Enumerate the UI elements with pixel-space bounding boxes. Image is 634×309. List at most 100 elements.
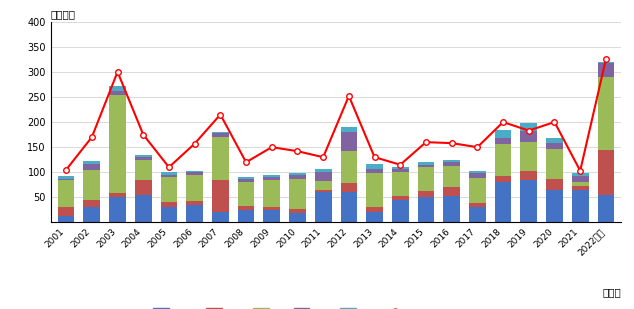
Bar — [597, 63, 614, 77]
Bar — [84, 170, 100, 200]
Bar — [186, 172, 203, 175]
Bar — [572, 173, 588, 176]
Bar — [392, 200, 409, 222]
Bar — [186, 171, 203, 172]
Bar — [469, 171, 486, 173]
Bar — [546, 190, 563, 222]
Bar — [521, 142, 537, 171]
Bar — [58, 216, 74, 222]
Bar — [418, 197, 434, 222]
Bar — [238, 206, 254, 210]
Bar — [315, 172, 332, 181]
Bar — [160, 202, 178, 207]
23区全体 — [474, 145, 481, 149]
Bar — [315, 181, 332, 190]
Bar — [340, 132, 357, 151]
Bar — [495, 176, 512, 182]
23区全体 — [217, 113, 224, 116]
Bar — [443, 166, 460, 187]
Bar — [366, 173, 383, 207]
Bar — [186, 175, 203, 201]
Bar — [212, 137, 229, 180]
Bar — [289, 214, 306, 222]
Bar — [572, 186, 588, 190]
Bar — [212, 180, 229, 213]
Bar — [469, 173, 486, 178]
Bar — [315, 192, 332, 222]
Bar — [392, 172, 409, 196]
Bar — [366, 169, 383, 173]
Bar — [135, 195, 152, 222]
23区全体 — [242, 160, 250, 164]
Bar — [443, 187, 460, 197]
Bar — [58, 180, 74, 207]
Bar — [84, 164, 100, 170]
Bar — [84, 161, 100, 164]
Bar — [289, 210, 306, 214]
Bar — [469, 178, 486, 203]
Bar — [469, 203, 486, 207]
Bar — [418, 165, 434, 167]
Bar — [546, 143, 563, 149]
23区全体 — [268, 145, 276, 149]
23区全体 — [320, 155, 327, 159]
Bar — [546, 149, 563, 179]
Bar — [238, 177, 254, 179]
Bar — [597, 195, 614, 222]
Bar — [521, 171, 537, 180]
Bar — [109, 197, 126, 222]
Bar — [212, 133, 229, 137]
Bar — [238, 179, 254, 182]
Bar — [109, 95, 126, 193]
Bar — [289, 179, 306, 210]
23区全体 — [88, 135, 96, 139]
Text: （万㎡）: （万㎡） — [51, 10, 75, 19]
Bar — [135, 155, 152, 157]
23区全体 — [165, 165, 172, 169]
Bar — [521, 123, 537, 131]
Bar — [340, 127, 357, 132]
Bar — [263, 207, 280, 210]
23区全体 — [113, 70, 121, 74]
Bar — [135, 180, 152, 195]
Bar — [572, 182, 588, 186]
Bar — [160, 207, 178, 222]
23区全体 — [576, 169, 584, 173]
Bar — [597, 150, 614, 195]
23区全体 — [62, 168, 70, 171]
Bar — [572, 190, 588, 222]
Bar — [84, 200, 100, 207]
23区全体 — [396, 163, 404, 167]
Bar — [366, 164, 383, 169]
Bar — [58, 176, 74, 179]
23区全体 — [602, 57, 610, 61]
Bar — [340, 183, 357, 192]
Bar — [238, 210, 254, 222]
Bar — [109, 91, 126, 95]
Line: 23区全体: 23区全体 — [63, 57, 609, 174]
Bar — [392, 196, 409, 200]
Bar — [160, 172, 178, 175]
Bar — [263, 175, 280, 177]
Bar — [263, 177, 280, 180]
Legend: 千代田区, 中央区, 港区, 新宿区, 渋谷区, 23区全体: 千代田区, 中央区, 港区, 新宿区, 渋谷区, 23区全体 — [149, 304, 443, 309]
Bar — [135, 160, 152, 180]
Bar — [315, 190, 332, 192]
Bar — [160, 175, 178, 177]
Bar — [392, 167, 409, 169]
Bar — [495, 182, 512, 222]
23区全体 — [371, 155, 378, 159]
Bar — [315, 169, 332, 172]
Bar — [443, 197, 460, 222]
Bar — [263, 180, 280, 207]
Bar — [58, 207, 74, 216]
Bar — [84, 207, 100, 222]
Bar — [546, 179, 563, 190]
Bar — [495, 130, 512, 138]
23区全体 — [139, 133, 147, 137]
Bar — [289, 175, 306, 179]
Bar — [289, 173, 306, 175]
Bar — [521, 131, 537, 142]
Bar — [418, 162, 434, 165]
Bar — [160, 177, 178, 202]
